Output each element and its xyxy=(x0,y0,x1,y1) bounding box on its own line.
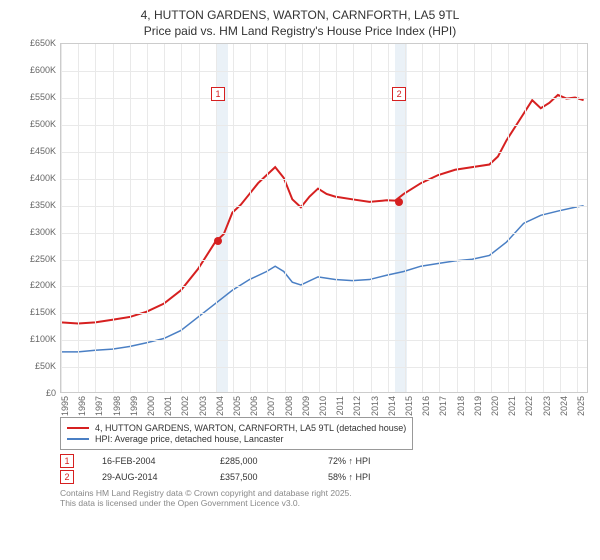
legend-swatch xyxy=(67,427,89,429)
y-tick-label: £550K xyxy=(30,92,56,102)
x-tick-label: 1998 xyxy=(112,396,122,416)
transaction-date: 29-AUG-2014 xyxy=(102,472,192,482)
x-tick-label: 2018 xyxy=(456,396,466,416)
x-tick-label: 2012 xyxy=(352,396,362,416)
transaction-marker-icon: 2 xyxy=(60,470,74,484)
transaction-price: £357,500 xyxy=(220,472,300,482)
x-tick-label: 2008 xyxy=(284,396,294,416)
transaction-marker-icon: 1 xyxy=(60,454,74,468)
transaction-delta: 72% ↑ HPI xyxy=(328,456,371,466)
title-line1: 4, HUTTON GARDENS, WARTON, CARNFORTH, LA… xyxy=(12,8,588,24)
y-tick-label: £250K xyxy=(30,254,56,264)
legend: 4, HUTTON GARDENS, WARTON, CARNFORTH, LA… xyxy=(60,417,413,450)
x-tick-label: 2005 xyxy=(232,396,242,416)
y-tick-label: £350K xyxy=(30,200,56,210)
chart-title: 4, HUTTON GARDENS, WARTON, CARNFORTH, LA… xyxy=(12,8,588,39)
x-tick-label: 2024 xyxy=(559,396,569,416)
x-tick-label: 2002 xyxy=(180,396,190,416)
footer-line1: Contains HM Land Registry data © Crown c… xyxy=(60,488,588,498)
x-tick-label: 1999 xyxy=(129,396,139,416)
y-tick-label: £150K xyxy=(30,307,56,317)
transaction-marker-dot xyxy=(214,237,222,245)
transaction-row: 2 29-AUG-2014 £357,500 58% ↑ HPI xyxy=(60,470,588,484)
x-tick-label: 2019 xyxy=(473,396,483,416)
x-axis: 1995 1996 1997 1998 1999 2000 2001 2002 2003 2004… xyxy=(60,393,588,413)
footer-attribution: Contains HM Land Registry data © Crown c… xyxy=(60,488,588,508)
x-tick-label: 2017 xyxy=(438,396,448,416)
series-hpi xyxy=(61,206,584,352)
x-tick-label: 2010 xyxy=(318,396,328,416)
title-line2: Price paid vs. HM Land Registry's House … xyxy=(12,24,588,40)
legend-item: HPI: Average price, detached house, Lanc… xyxy=(67,434,406,444)
y-tick-label: £450K xyxy=(30,146,56,156)
x-tick-label: 2003 xyxy=(198,396,208,416)
transaction-date: 16-FEB-2004 xyxy=(102,456,192,466)
marker-label: 2 xyxy=(392,87,406,101)
x-tick-label: 2022 xyxy=(524,396,534,416)
legend-item: 4, HUTTON GARDENS, WARTON, CARNFORTH, LA… xyxy=(67,423,406,433)
transaction-marker-dot xyxy=(395,198,403,206)
series-price_paid xyxy=(61,95,584,324)
y-tick-label: £650K xyxy=(30,38,56,48)
marker-label: 1 xyxy=(211,87,225,101)
y-tick-label: £600K xyxy=(30,65,56,75)
x-tick-label: 2006 xyxy=(249,396,259,416)
x-tick-label: 1997 xyxy=(94,396,104,416)
transaction-price: £285,000 xyxy=(220,456,300,466)
x-tick-label: 2007 xyxy=(266,396,276,416)
x-tick-label: 2016 xyxy=(421,396,431,416)
x-tick-label: 2020 xyxy=(490,396,500,416)
legend-swatch xyxy=(67,438,89,440)
x-tick-label: 2014 xyxy=(387,396,397,416)
transaction-table: 1 16-FEB-2004 £285,000 72% ↑ HPI 2 29-AUG-201… xyxy=(60,454,588,484)
x-tick-label: 2013 xyxy=(370,396,380,416)
legend-label: 4, HUTTON GARDENS, WARTON, CARNFORTH, LA… xyxy=(95,423,406,433)
y-tick-label: £400K xyxy=(30,173,56,183)
x-tick-label: 2021 xyxy=(507,396,517,416)
x-tick-label: 2011 xyxy=(335,396,345,415)
x-tick-label: 1996 xyxy=(77,396,87,416)
x-tick-label: 2015 xyxy=(404,396,414,416)
y-tick-label: £100K xyxy=(30,334,56,344)
y-tick-label: £200K xyxy=(30,280,56,290)
chart-area: £0 £50K £100K £150K £200K £250K £300K £350K £400… xyxy=(12,43,588,413)
y-tick-label: £0 xyxy=(46,388,56,398)
transaction-row: 1 16-FEB-2004 £285,000 72% ↑ HPI xyxy=(60,454,588,468)
legend-label: HPI: Average price, detached house, Lanc… xyxy=(95,434,283,444)
x-tick-label: 2009 xyxy=(301,396,311,416)
x-tick-label: 2025 xyxy=(576,396,586,416)
y-tick-label: £50K xyxy=(35,361,56,371)
x-tick-label: 2023 xyxy=(542,396,552,416)
plot-region: 12 xyxy=(60,43,588,393)
y-axis: £0£50K£100K£150K£200K£250K£300K£350K£400… xyxy=(12,43,60,393)
x-tick-label: 2000 xyxy=(146,396,156,416)
y-tick-label: £500K xyxy=(30,119,56,129)
x-tick-label: 2001 xyxy=(163,396,173,416)
x-tick-label: 1995 xyxy=(60,396,70,416)
x-tick-label: 2004 xyxy=(215,396,225,416)
footer-line2: This data is licensed under the Open Gov… xyxy=(60,498,588,508)
transaction-delta: 58% ↑ HPI xyxy=(328,472,371,482)
y-tick-label: £300K xyxy=(30,227,56,237)
